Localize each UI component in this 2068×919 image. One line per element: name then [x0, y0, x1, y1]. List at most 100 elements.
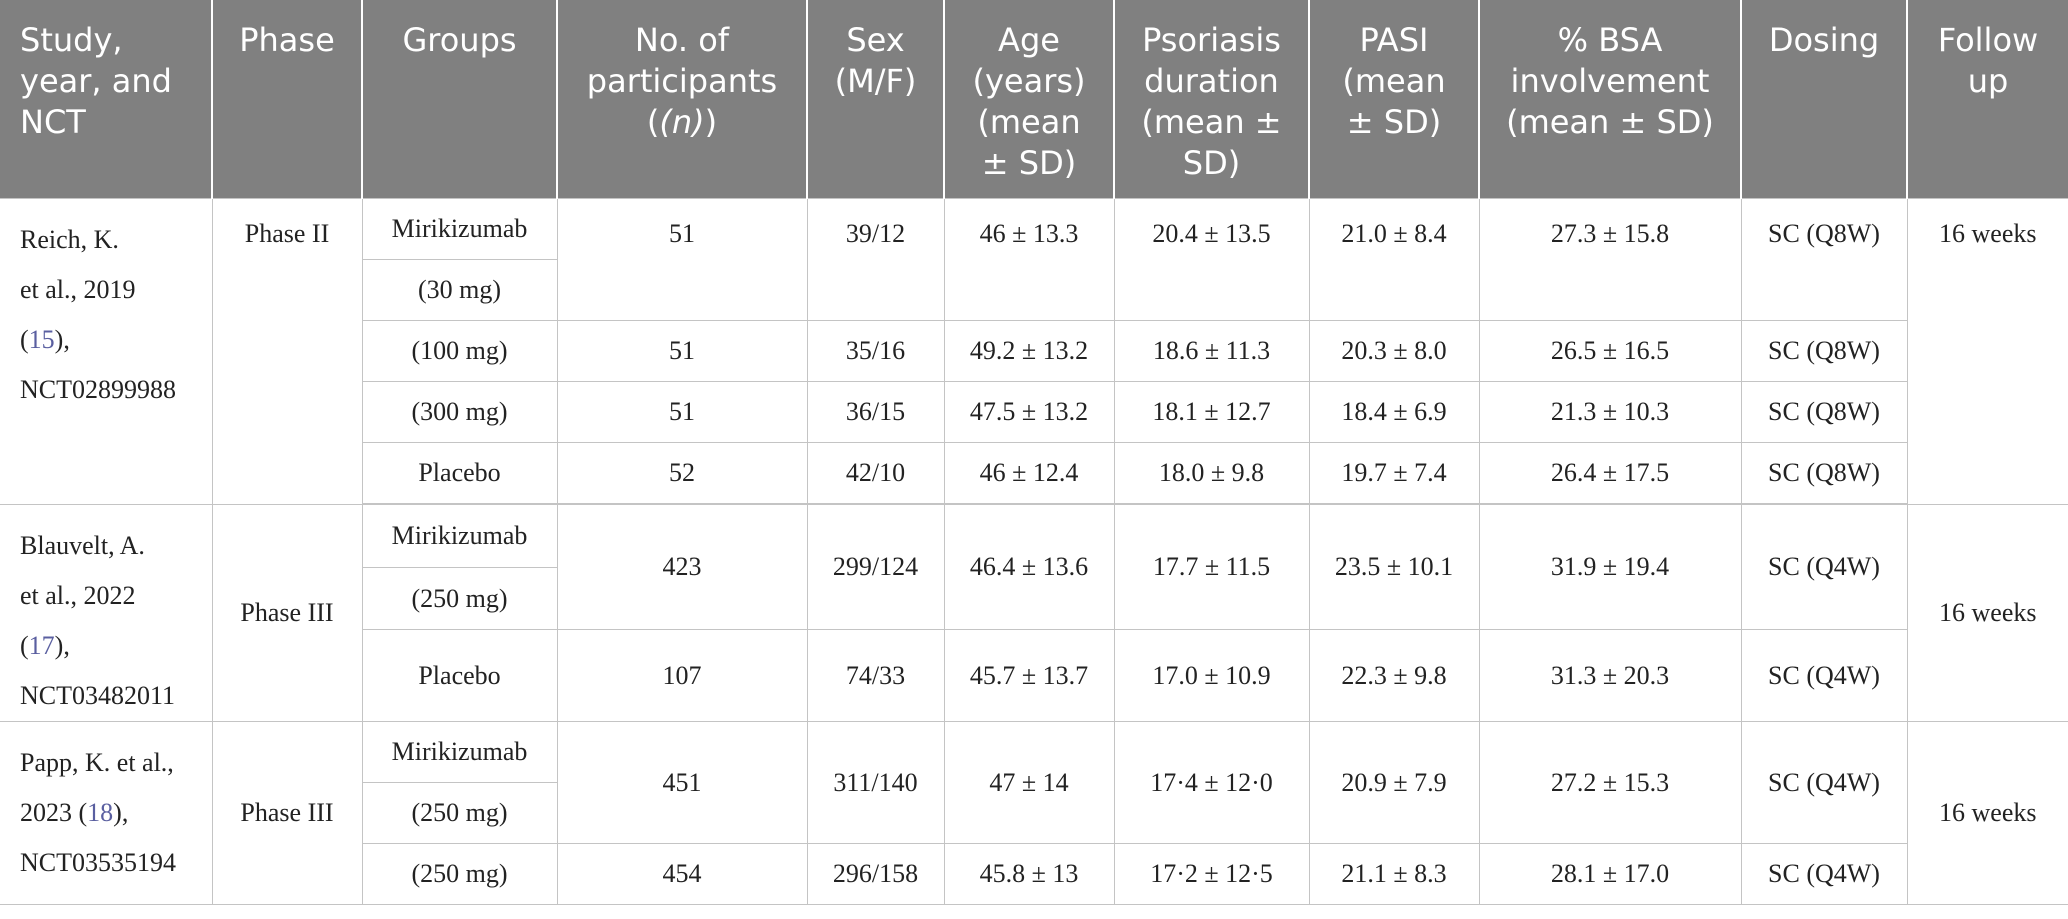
table-row: Blauvelt, A. et al., 2022 (17), NCT03482…	[0, 503, 2068, 722]
header-groups: Groups	[361, 0, 557, 199]
reference-link[interactable]: 17	[28, 631, 55, 660]
age-cell: 45.7 ± 13.7	[943, 629, 1115, 722]
pasi-cell: 22.3 ± 9.8	[1308, 629, 1480, 722]
participants-cell: 51	[556, 320, 808, 382]
bsa-cell: 31.3 ± 20.3	[1478, 629, 1742, 722]
group-cell: (250 mg)	[361, 843, 558, 905]
age-cell: 49.2 ± 13.2	[943, 320, 1115, 382]
pasi-cell: 21.1 ± 8.3	[1308, 843, 1480, 905]
duration-cell: 18.0 ± 9.8	[1113, 442, 1310, 504]
header-dosing: Dosing	[1740, 0, 1907, 199]
header-study: Study, year, and NCT	[0, 0, 212, 199]
pasi-cell: 19.7 ± 7.4	[1308, 442, 1480, 504]
study-cell-blauvelt: Blauvelt, A. et al., 2022 (17), NCT03482…	[0, 504, 213, 722]
dosing-cell: SC (Q8W)	[1740, 320, 1908, 382]
table-row: (30 mg)	[0, 259, 2068, 321]
sex-cell: 39/12	[806, 198, 945, 321]
phase-cell: Phase II	[211, 198, 363, 505]
header-pasi: PASI (mean ± SD)	[1308, 0, 1479, 199]
group-cell: (250 mg)	[361, 782, 558, 844]
header-duration: Psoriasis duration (mean ± SD)	[1113, 0, 1309, 199]
sex-cell: 74/33	[806, 629, 945, 722]
duration-cell: 20.4 ± 13.5	[1113, 198, 1310, 321]
reference-link[interactable]: 18	[87, 798, 114, 827]
table-row: Reich, K. et al., 2019 (15), NCT02899988…	[0, 198, 2068, 505]
age-cell: 47.5 ± 13.2	[943, 381, 1115, 443]
group-cell: Mirikizumab	[361, 504, 558, 568]
table-row: (250 mg) 454 296/158 45.8 ± 13 17·2 ± 12…	[0, 843, 2068, 905]
table-row: Placebo 107 74/33 45.7 ± 13.7 17.0 ± 10.…	[0, 629, 2068, 722]
phase-cell: Phase III	[211, 504, 363, 722]
bsa-cell: 27.2 ± 15.3	[1478, 721, 1742, 844]
bsa-cell: 31.9 ± 19.4	[1478, 503, 1742, 631]
bsa-cell: 26.4 ± 17.5	[1478, 442, 1742, 504]
duration-cell: 17·4 ± 12·0	[1113, 721, 1310, 844]
participants-cell: 107	[556, 629, 808, 722]
follow-up-cell: 16 weeks	[1906, 504, 2068, 722]
participants-cell: 451	[556, 721, 808, 844]
bsa-cell: 27.3 ± 15.8	[1478, 198, 1742, 321]
table-row: (250 mg)	[0, 782, 2068, 844]
pasi-cell: 20.3 ± 8.0	[1308, 320, 1480, 382]
participants-cell: 423	[556, 503, 808, 631]
sex-cell: 42/10	[806, 442, 945, 504]
header-bsa: % BSA involvement (mean ± SD)	[1478, 0, 1741, 199]
table-row: (300 mg) 51 36/15 47.5 ± 13.2 18.1 ± 12.…	[0, 381, 2068, 443]
dosing-cell: SC (Q8W)	[1740, 381, 1908, 443]
dosing-cell: SC (Q8W)	[1740, 198, 1908, 321]
header-age: Age (years) (mean ± SD)	[943, 0, 1114, 199]
pasi-cell: 21.0 ± 8.4	[1308, 198, 1480, 321]
pasi-cell: 20.9 ± 7.9	[1308, 721, 1480, 844]
header-participants: No. of participants ((n))	[556, 0, 807, 199]
participants-cell: 51	[556, 381, 808, 443]
header-phase: Phase	[211, 0, 362, 199]
dosing-cell: SC (Q4W)	[1740, 843, 1908, 905]
bsa-cell: 28.1 ± 17.0	[1478, 843, 1742, 905]
dosing-cell: SC (Q4W)	[1740, 503, 1908, 631]
duration-cell: 17.0 ± 10.9	[1113, 629, 1310, 722]
age-cell: 46.4 ± 13.6	[943, 503, 1115, 631]
dosing-cell: SC (Q4W)	[1740, 629, 1908, 722]
participants-cell: 454	[556, 843, 808, 905]
table-row: Placebo 52 42/10 46 ± 12.4 18.0 ± 9.8 19…	[0, 442, 2068, 504]
group-cell: Placebo	[361, 629, 558, 722]
reference-link[interactable]: 15	[28, 325, 55, 354]
dosing-cell: SC (Q4W)	[1740, 721, 1908, 844]
study-cell-papp: Papp, K. et al., 2023 (18), NCT03535194	[0, 721, 213, 905]
sex-cell: 299/124	[806, 503, 945, 631]
participants-cell: 51	[556, 198, 808, 321]
phase-cell: Phase III	[211, 721, 363, 905]
age-cell: 45.8 ± 13	[943, 843, 1115, 905]
pasi-cell: 23.5 ± 10.1	[1308, 503, 1480, 631]
sex-cell: 35/16	[806, 320, 945, 382]
group-cell: (30 mg)	[361, 259, 558, 321]
group-cell: Mirikizumab	[361, 198, 558, 260]
duration-cell: 18.1 ± 12.7	[1113, 381, 1310, 443]
duration-cell: 17·2 ± 12·5	[1113, 843, 1310, 905]
group-cell: (100 mg)	[361, 320, 558, 382]
duration-cell: 18.6 ± 11.3	[1113, 320, 1310, 382]
participants-cell: 52	[556, 442, 808, 504]
sex-cell: 296/158	[806, 843, 945, 905]
age-cell: 46 ± 13.3	[943, 198, 1115, 321]
table-row: (250 mg)	[0, 566, 2068, 631]
follow-up-cell: 16 weeks	[1906, 721, 2068, 905]
bsa-cell: 21.3 ± 10.3	[1478, 381, 1742, 443]
table-row: Papp, K. et al., 2023 (18), NCT03535194 …	[0, 721, 2068, 905]
study-cell-reich: Reich, K. et al., 2019 (15), NCT02899988	[0, 198, 213, 505]
group-cell: Mirikizumab	[361, 721, 558, 783]
pasi-cell: 18.4 ± 6.9	[1308, 381, 1480, 443]
bsa-cell: 26.5 ± 16.5	[1478, 320, 1742, 382]
duration-cell: 17.7 ± 11.5	[1113, 503, 1310, 631]
group-cell: (250 mg)	[361, 566, 558, 631]
sex-cell: 311/140	[806, 721, 945, 844]
age-cell: 47 ± 14	[943, 721, 1115, 844]
header-sex: Sex (M/F)	[806, 0, 944, 199]
header-row: Study, year, and NCT Phase Groups No. of pa…	[0, 0, 2068, 199]
dosing-cell: SC (Q8W)	[1740, 442, 1908, 504]
age-cell: 46 ± 12.4	[943, 442, 1115, 504]
sex-cell: 36/15	[806, 381, 945, 443]
group-cell: (300 mg)	[361, 381, 558, 443]
follow-up-cell: 16 weeks	[1906, 198, 2068, 505]
